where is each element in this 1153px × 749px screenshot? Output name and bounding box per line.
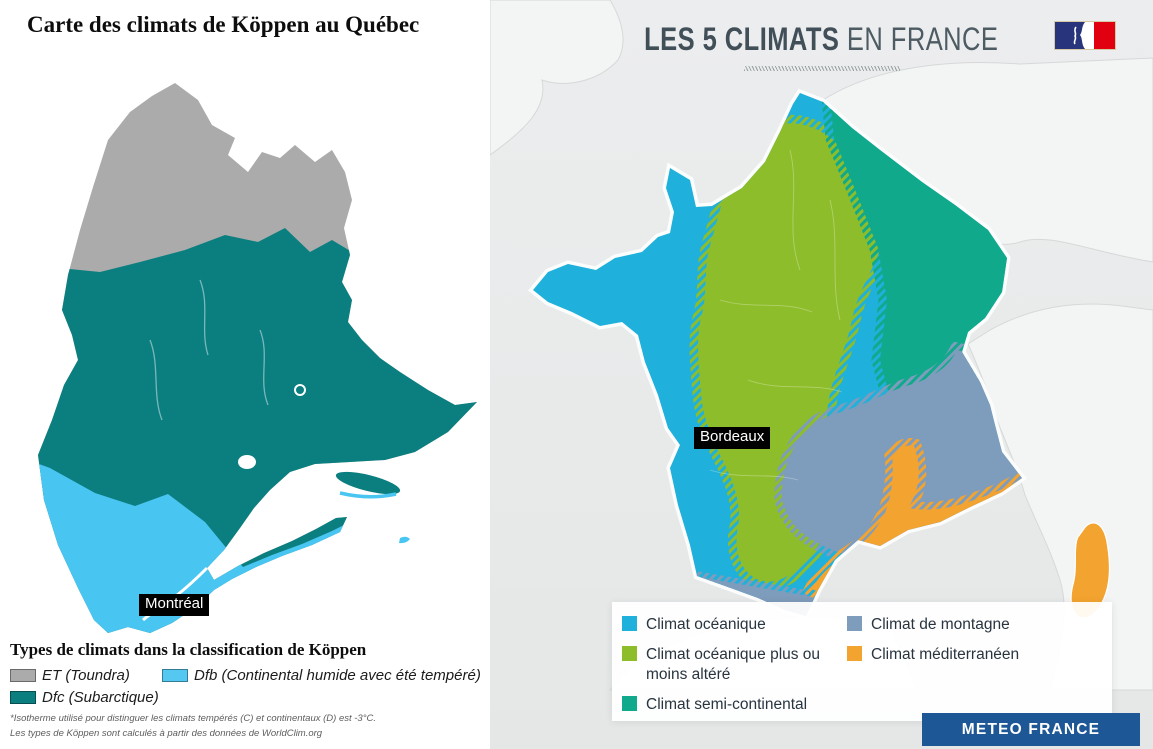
france-map <box>490 0 1153 691</box>
france-panel: LES 5 CLIMATS EN FRANCE Bordeaux Climat … <box>490 0 1153 749</box>
montreal-label: Montréal <box>139 594 210 616</box>
swatch-montagne <box>847 616 862 631</box>
swatch-subarctique <box>10 691 36 704</box>
flag-white-band <box>1085 22 1094 49</box>
department-borders <box>709 149 843 481</box>
france-header: LES 5 CLIMATS EN FRANCE <box>490 0 1153 58</box>
quebec-legend: Types de climats dans la classification … <box>10 640 488 741</box>
anticosti-blue-fringe <box>339 491 397 499</box>
quebec-map <box>38 83 477 633</box>
legend-item-mediterraneen: Climat méditerranéen <box>847 645 1102 664</box>
legend-item-dfc: Dfc (Subarctique) <box>10 689 159 706</box>
flag-red-band <box>1094 22 1115 49</box>
legend-item-oceanique-altere: Climat océanique plus ou moins altéré <box>622 645 844 684</box>
swatch-oceanique <box>622 616 637 631</box>
lake-saint-jean <box>238 455 256 469</box>
madeleine-islands <box>399 536 410 544</box>
quebec-title: Carte des climats de Köppen au Québec <box>27 12 420 37</box>
anticosti-island <box>335 471 401 495</box>
swatch-continental-humide <box>162 669 188 682</box>
hatch-divider <box>743 66 900 71</box>
legend-item-oceanique: Climat océanique <box>622 615 844 634</box>
gaspe-south-fringe <box>216 527 343 591</box>
manicouagan-reservoir <box>294 384 306 396</box>
quebec-footnote: *Isotherme utilisé pour distinguer les c… <box>10 713 376 739</box>
legend-item-semi-continental: Climat semi-continental <box>622 695 844 714</box>
marianne-lines <box>1073 26 1077 45</box>
swatch-toundra <box>10 669 36 682</box>
legend-item-montagne: Climat de montagne <box>847 615 1102 634</box>
rivers <box>149 279 269 421</box>
bordeaux-label: Bordeaux <box>694 427 771 449</box>
quebec-legend-heading: Types de climats dans la classification … <box>10 640 367 659</box>
legend-item-dfb: Dfb (Continental humide avec été tempéré… <box>162 667 481 684</box>
france-title: LES 5 CLIMATS EN FRANCE <box>644 22 998 59</box>
france-government-flag-icon <box>1055 22 1115 49</box>
legend-item-et: ET (Toundra) <box>10 667 162 684</box>
france-legend: Climat océanique Climat océanique plus o… <box>612 602 1112 721</box>
quebec-panel: Carte des climats de Köppen au Québec <box>0 0 490 749</box>
swatch-semi-continental <box>622 696 637 712</box>
swatch-mediterraneen <box>847 646 862 662</box>
flag-blue-band <box>1055 22 1085 49</box>
england-outline <box>490 0 624 156</box>
marianne-profile <box>1080 22 1085 49</box>
france-title-strong: LES 5 CLIMATS <box>644 22 840 58</box>
france-title-light: EN FRANCE <box>847 22 999 58</box>
meteo-france-logo: METEO FRANCE <box>922 713 1140 746</box>
swatch-oceanique-altere <box>622 646 637 662</box>
